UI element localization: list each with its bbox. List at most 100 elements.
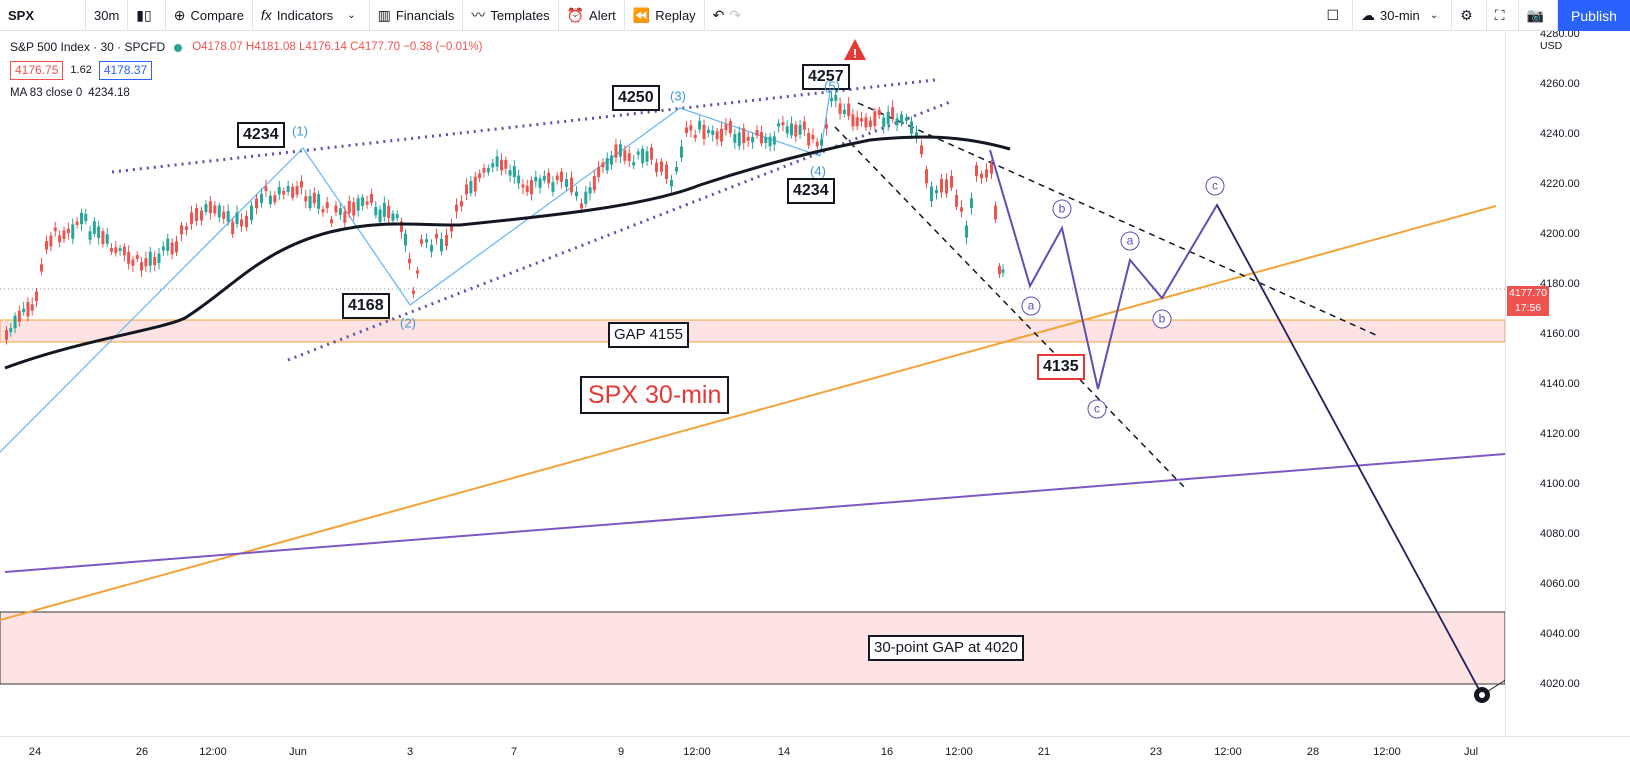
- templates-button[interactable]: 〰 Templates: [463, 0, 559, 31]
- candle-body: [910, 121, 913, 134]
- label-4234-wave1[interactable]: 4234: [237, 122, 285, 148]
- candle-body: [877, 109, 881, 116]
- layout-selector[interactable]: ☁ 30-min ⌄: [1353, 0, 1453, 31]
- candle-body: [636, 151, 640, 155]
- candle-body: [565, 179, 568, 187]
- time-axis-label: 9: [617, 746, 625, 758]
- undo-button[interactable]: ↶ ↷: [705, 0, 754, 31]
- cloud-icon: ☁: [1361, 7, 1376, 23]
- time-axis[interactable]: [0, 736, 1630, 768]
- label-gap-4020[interactable]: 30-point GAP at 4020: [868, 635, 1024, 661]
- candle-body: [308, 196, 312, 209]
- candle-body: [101, 231, 105, 245]
- candle-body: [508, 170, 512, 176]
- candle-body: [605, 158, 609, 171]
- candle-body: [391, 213, 395, 221]
- interval-button[interactable]: 30m: [86, 0, 129, 31]
- candle-body: [825, 124, 828, 129]
- fullscreen-icon: ⛶: [1494, 7, 1505, 23]
- candle-body: [153, 257, 157, 266]
- purple-trendline: [4, 453, 1506, 573]
- candle-body: [17, 310, 21, 322]
- label-gap-4155[interactable]: GAP 4155: [608, 322, 689, 348]
- candle-body: [715, 131, 719, 140]
- chart-legend: S&P 500 Index · 30 · SPCFD O4178.07 H418…: [10, 37, 482, 104]
- candle-body: [465, 184, 468, 195]
- candle-body: [990, 163, 993, 174]
- candle-body: [460, 200, 463, 207]
- top-toolbar: SPX 30m ▮▯ ⊕ Compare fx Indicators ⌄ ▥ Finan…: [0, 0, 1630, 31]
- candle-body: [260, 193, 263, 204]
- label-4135[interactable]: 4135: [1037, 354, 1085, 380]
- camera-icon: 📷: [1526, 7, 1544, 23]
- candle-body: [382, 202, 386, 217]
- snapshot-button[interactable]: 📷: [1519, 0, 1558, 31]
- label-4168[interactable]: 4168: [342, 293, 390, 319]
- chart-title-label[interactable]: SPX 30-min: [580, 376, 730, 414]
- candle-body: [185, 226, 188, 230]
- settings-button[interactable]: ⚙: [1452, 0, 1487, 31]
- candle-body: [222, 211, 226, 219]
- candle-body: [950, 175, 953, 188]
- candle-body: [960, 207, 963, 212]
- label-4234-wave4[interactable]: 4234: [787, 178, 835, 204]
- financials-button[interactable]: ▥ Financials: [370, 0, 464, 31]
- time-axis-label: 3: [406, 746, 414, 758]
- symbol-search[interactable]: SPX: [0, 0, 86, 31]
- candle-body: [618, 144, 622, 157]
- time-axis-label: 14: [777, 746, 791, 758]
- candle-body: [592, 176, 596, 191]
- candle-body: [855, 117, 859, 127]
- label-4257[interactable]: 4257: [802, 64, 850, 90]
- candle-body: [88, 231, 92, 240]
- candle-body: [830, 97, 833, 102]
- price-axis-label: 4160.00: [1540, 328, 1580, 340]
- time-axis-label: Jun: [289, 746, 307, 758]
- candle-body: [343, 211, 347, 223]
- indicators-button[interactable]: fx Indicators ⌄: [253, 0, 370, 31]
- candle-body: [84, 213, 88, 222]
- candle-body: [365, 201, 369, 205]
- symbol-title[interactable]: S&P 500 Index · 30 · SPCFD: [10, 40, 166, 54]
- candle-body: [495, 156, 499, 167]
- redo-icon: ↷: [729, 6, 742, 23]
- alert-button[interactable]: ⏰ Alert: [559, 0, 625, 31]
- time-axis-label: Jul: [1463, 746, 1479, 758]
- candle-body: [641, 148, 645, 164]
- price-axis[interactable]: [1505, 31, 1630, 736]
- candle-body: [601, 162, 605, 168]
- candle-body: [815, 141, 819, 147]
- fullscreen-button[interactable]: ⛶: [1487, 0, 1519, 31]
- candle-body: [768, 136, 772, 147]
- candle-body: [58, 235, 62, 243]
- candle-body: [994, 205, 997, 220]
- sell-price[interactable]: 4176.75: [10, 61, 64, 80]
- wave-c2-circle: c: [1205, 176, 1225, 196]
- price-axis-label: 4120.00: [1540, 428, 1580, 440]
- candle-body: [614, 144, 618, 158]
- candle-body: [13, 315, 17, 329]
- candle-body: [860, 118, 863, 122]
- publish-button[interactable]: Publish: [1558, 0, 1630, 31]
- candle-body: [231, 221, 235, 235]
- candle-body: [970, 198, 973, 208]
- candle-body: [53, 227, 57, 232]
- candle-body: [525, 185, 529, 193]
- price-axis-label: 4280.00: [1540, 28, 1580, 40]
- label-4250[interactable]: 4250: [612, 85, 660, 111]
- candle-body: [40, 264, 43, 272]
- candle-body: [75, 221, 79, 225]
- gap-zone-4020: [0, 611, 1506, 685]
- compare-button[interactable]: ⊕ Compare: [166, 0, 253, 31]
- candle-body: [97, 226, 101, 239]
- chart-type-button[interactable]: ▮▯: [128, 0, 166, 31]
- candle-body: [482, 167, 486, 173]
- candle-body: [764, 137, 768, 143]
- candle-body: [746, 136, 750, 141]
- buy-price[interactable]: 4178.37: [98, 61, 153, 80]
- ma-label[interactable]: MA 83 close 0: [10, 87, 83, 99]
- layout-toggle[interactable]: ☐: [1318, 0, 1354, 31]
- candle-body: [300, 180, 303, 188]
- replay-button[interactable]: ⏪ Replay: [625, 0, 705, 31]
